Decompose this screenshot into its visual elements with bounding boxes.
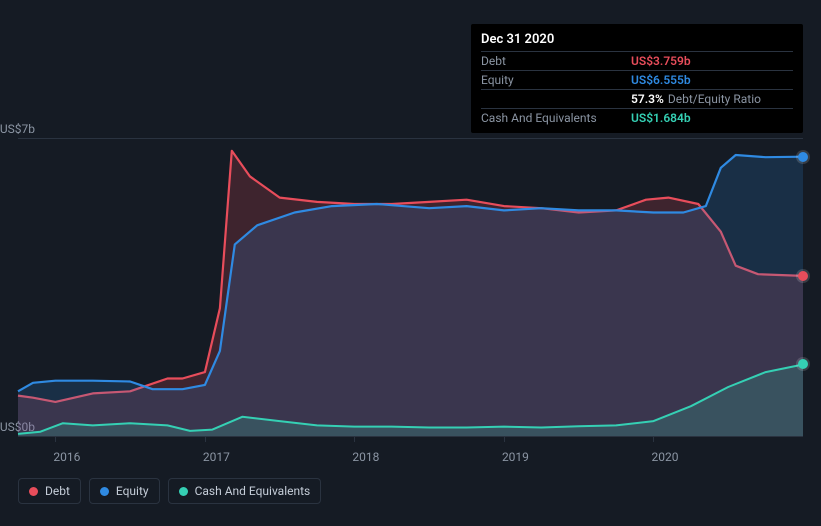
end-marker-cash-and-equivalents xyxy=(798,359,808,369)
tooltip-label: Debt xyxy=(481,54,631,68)
x-tick xyxy=(653,436,654,442)
chart-svg xyxy=(18,138,803,436)
tooltip-row: DebtUS$3.759b xyxy=(481,51,793,70)
chart-plot-area xyxy=(18,138,803,436)
tooltip-value: US$1.684b xyxy=(631,111,691,125)
legend-label: Debt xyxy=(45,484,70,498)
legend-label: Cash And Equivalents xyxy=(195,484,311,498)
legend-dot-icon xyxy=(179,487,188,496)
tooltip-note: Debt/Equity Ratio xyxy=(668,92,761,106)
x-tick xyxy=(354,436,355,442)
gridline xyxy=(18,436,803,437)
tooltip-rows: DebtUS$3.759bEquityUS$6.555b57.3%Debt/Eq… xyxy=(481,51,793,127)
x-tick xyxy=(55,436,56,442)
x-tick xyxy=(504,436,505,442)
x-axis-label: 2017 xyxy=(203,450,230,464)
end-marker-debt xyxy=(798,271,808,281)
tooltip-label xyxy=(481,92,631,106)
tooltip-value: US$3.759b xyxy=(631,54,691,68)
legend-dot-icon xyxy=(100,487,109,496)
series-fill-equity xyxy=(18,155,803,436)
legend-item-debt[interactable]: Debt xyxy=(18,478,81,504)
tooltip-value: 57.3% xyxy=(631,92,664,106)
x-axis-label: 2019 xyxy=(502,450,529,464)
tooltip-row: Cash And EquivalentsUS$1.684b xyxy=(481,108,793,127)
x-axis-label: 2018 xyxy=(352,450,379,464)
x-axis-label: 2016 xyxy=(53,450,80,464)
legend-label: Equity xyxy=(116,484,149,498)
legend: Debt Equity Cash And Equivalents xyxy=(18,478,321,504)
tooltip-value: US$6.555b xyxy=(631,73,691,87)
y-axis-label: US$7b xyxy=(0,122,35,136)
tooltip-date: Dec 31 2020 xyxy=(481,32,793,51)
x-axis-label: 2020 xyxy=(651,450,678,464)
legend-dot-icon xyxy=(29,487,38,496)
legend-item-equity[interactable]: Equity xyxy=(89,478,160,504)
tooltip-label: Cash And Equivalents xyxy=(481,111,631,125)
x-tick xyxy=(205,436,206,442)
chart-tooltip: Dec 31 2020 DebtUS$3.759bEquityUS$6.555b… xyxy=(471,24,803,133)
tooltip-label: Equity xyxy=(481,73,631,87)
end-marker-equity xyxy=(798,152,808,162)
tooltip-row: 57.3% Debt/Equity Ratio xyxy=(481,89,793,108)
legend-item-cash-and-equivalents[interactable]: Cash And Equivalents xyxy=(168,478,322,504)
tooltip-row: EquityUS$6.555b xyxy=(481,70,793,89)
